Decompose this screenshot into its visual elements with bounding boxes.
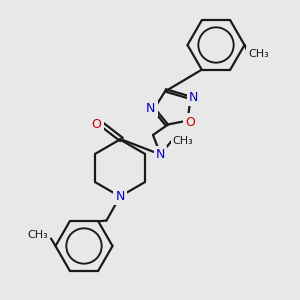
Text: O: O [186, 116, 195, 129]
Text: O: O [92, 118, 101, 131]
Text: N: N [146, 101, 156, 115]
Text: N: N [115, 190, 125, 203]
Text: N: N [156, 148, 165, 161]
Text: CH₃: CH₃ [27, 230, 48, 241]
Text: CH₃: CH₃ [248, 49, 269, 59]
Text: N: N [189, 91, 198, 104]
Text: CH₃: CH₃ [172, 136, 194, 146]
